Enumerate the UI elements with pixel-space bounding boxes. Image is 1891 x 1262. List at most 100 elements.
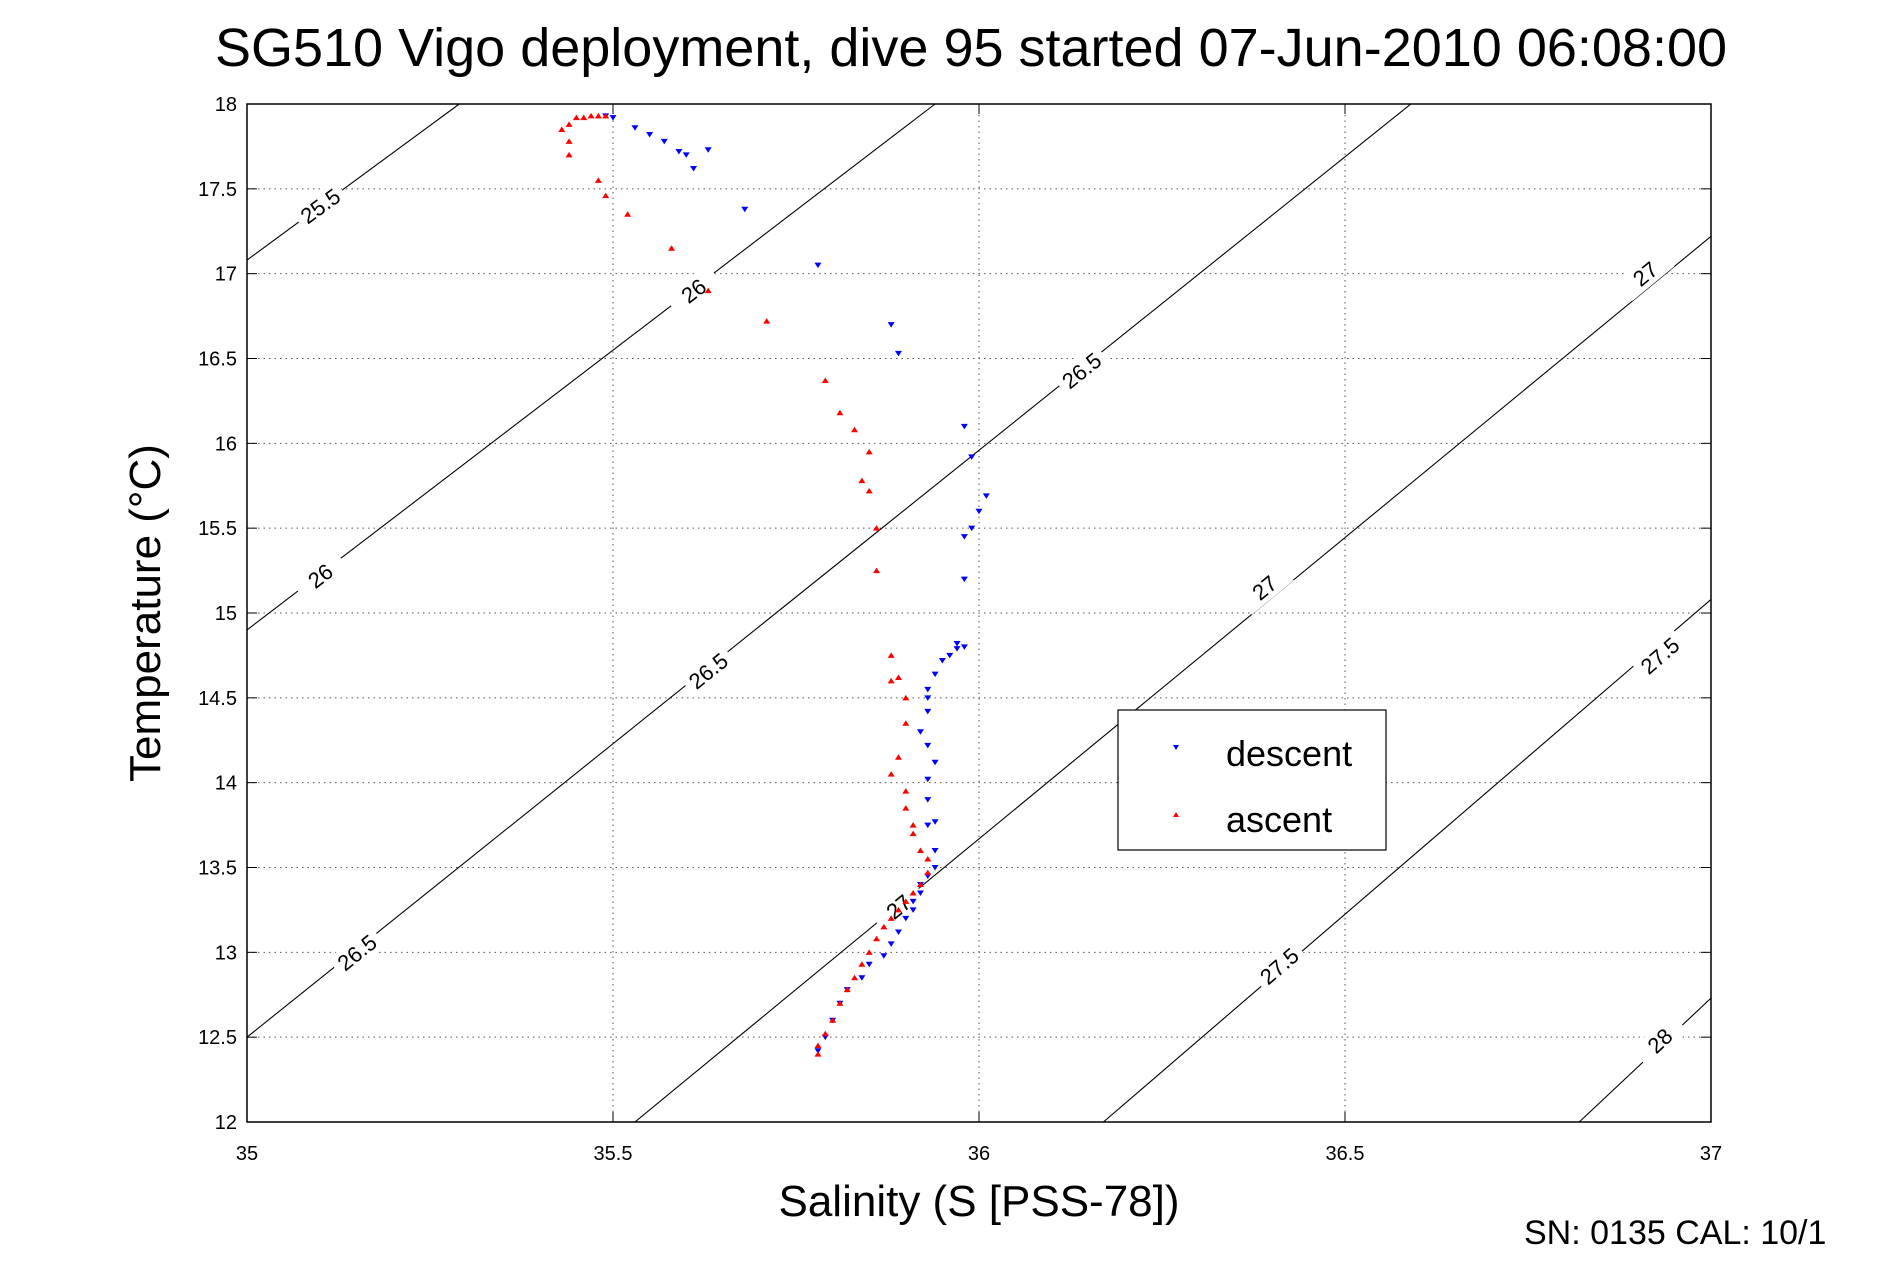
x-tick-label: 35.5 bbox=[594, 1143, 633, 1165]
y-tick-label: 15 bbox=[215, 603, 237, 625]
descent-point bbox=[960, 423, 968, 430]
descent-point bbox=[924, 695, 932, 701]
ascent-point bbox=[624, 211, 632, 217]
descent-point bbox=[858, 975, 866, 981]
descent-point bbox=[682, 152, 690, 158]
ascent-point bbox=[909, 822, 917, 828]
isopycnal-label-background bbox=[1250, 938, 1309, 994]
descent-point bbox=[909, 898, 917, 905]
isopycnal-line-26.5 bbox=[246, 103, 1412, 1038]
x-tick-label: 35 bbox=[236, 1143, 258, 1165]
descent-point bbox=[902, 915, 910, 922]
y-tick-label: 14.5 bbox=[198, 688, 237, 710]
y-tick-label: 16 bbox=[215, 433, 237, 455]
descent-point bbox=[894, 350, 902, 357]
isopycnal-label-background bbox=[327, 925, 386, 980]
ascent-point bbox=[894, 906, 902, 913]
descent-point bbox=[931, 848, 939, 854]
ascent-point bbox=[594, 112, 602, 119]
ascent-point bbox=[829, 1017, 837, 1023]
descent-point bbox=[894, 929, 902, 935]
ascent-point bbox=[909, 889, 917, 896]
descent-point bbox=[916, 729, 924, 735]
ascent-point bbox=[909, 830, 917, 837]
ascent-point bbox=[836, 409, 844, 416]
isopycnal-line-27.5 bbox=[1103, 599, 1712, 1123]
ascent-point bbox=[704, 287, 712, 294]
descent-point bbox=[924, 742, 932, 749]
ascent-point bbox=[902, 788, 910, 794]
isopycnal-label-background bbox=[1616, 246, 1675, 301]
x-axis-label: Salinity (S [PSS-78]) bbox=[778, 1177, 1179, 1226]
descent-point bbox=[924, 822, 932, 829]
y-tick-label: 13 bbox=[215, 942, 237, 964]
ascent-point bbox=[865, 448, 873, 455]
ascent-point bbox=[821, 377, 829, 384]
ascent-point bbox=[916, 881, 924, 887]
y-tick-label: 13.5 bbox=[198, 858, 237, 880]
isopycnal-line-25.5 bbox=[246, 103, 460, 261]
descent-point bbox=[931, 759, 939, 766]
x-tick-label: 36.5 bbox=[1326, 1143, 1365, 1165]
y-axis-ticks: 12 12.5 13 13.5 14 14.5 15 15.5 16 16.5 17 17.5 18 bbox=[198, 94, 1711, 1134]
ascent-point bbox=[565, 121, 573, 127]
descent-point bbox=[946, 652, 954, 659]
isopycnal-label-background bbox=[1630, 627, 1689, 683]
descent-point bbox=[814, 262, 822, 269]
ascent-point bbox=[924, 869, 932, 876]
ascent-point bbox=[873, 525, 881, 531]
descent-point bbox=[924, 797, 932, 803]
ascent-point bbox=[887, 915, 895, 921]
ascent-point bbox=[887, 677, 895, 684]
descent-point bbox=[865, 961, 873, 968]
descent-point bbox=[690, 165, 698, 172]
ascent-point bbox=[858, 477, 866, 484]
ascent-point bbox=[924, 856, 932, 862]
isopycnal-label-background bbox=[1235, 560, 1294, 615]
ascent-point bbox=[814, 1051, 822, 1057]
ascent-point bbox=[558, 126, 566, 132]
isopycnal-label-background bbox=[664, 263, 723, 318]
descent-point bbox=[909, 907, 917, 913]
descent-point bbox=[887, 941, 895, 947]
legend-descent-marker bbox=[1173, 745, 1179, 750]
descent-point bbox=[953, 641, 961, 647]
legend-ascent-label: ascent bbox=[1226, 799, 1332, 840]
x-tick-label: 37 bbox=[1700, 1143, 1722, 1165]
ascent-point bbox=[821, 1030, 829, 1037]
ascent-point bbox=[902, 898, 910, 904]
y-tick-label: 12 bbox=[215, 1112, 237, 1134]
ascent-point bbox=[865, 949, 873, 955]
descent-point bbox=[975, 508, 983, 515]
ascent-point bbox=[587, 112, 595, 119]
descent-point bbox=[675, 149, 683, 155]
descent-point bbox=[938, 658, 946, 664]
descent-point bbox=[916, 890, 924, 896]
y-tick-label: 15.5 bbox=[198, 518, 237, 540]
y-tick-label: 14 bbox=[215, 773, 237, 795]
descent-point bbox=[609, 115, 617, 121]
isopycnal-label-background bbox=[1052, 343, 1111, 398]
y-tick-label: 17 bbox=[215, 264, 237, 286]
descent-point bbox=[931, 819, 939, 825]
descent-point bbox=[741, 206, 749, 213]
y-tick-label: 12.5 bbox=[198, 1027, 237, 1049]
legend-descent-label: descent bbox=[1226, 733, 1352, 774]
isopycnal-line-26 bbox=[246, 103, 936, 631]
ascent-point bbox=[894, 754, 902, 760]
descent-point bbox=[924, 776, 932, 783]
y-tick-label: 17.5 bbox=[198, 179, 237, 201]
descent-point bbox=[646, 132, 654, 138]
grid bbox=[247, 104, 1711, 1122]
descent-point bbox=[814, 1048, 822, 1054]
ascent-point bbox=[602, 192, 610, 199]
ascent-point bbox=[851, 426, 859, 433]
descent-series bbox=[602, 113, 990, 1054]
ascent-point bbox=[763, 318, 771, 324]
ascent-point bbox=[902, 720, 910, 726]
descent-point bbox=[960, 644, 968, 650]
descent-point bbox=[880, 953, 888, 959]
descent-point bbox=[982, 493, 990, 499]
